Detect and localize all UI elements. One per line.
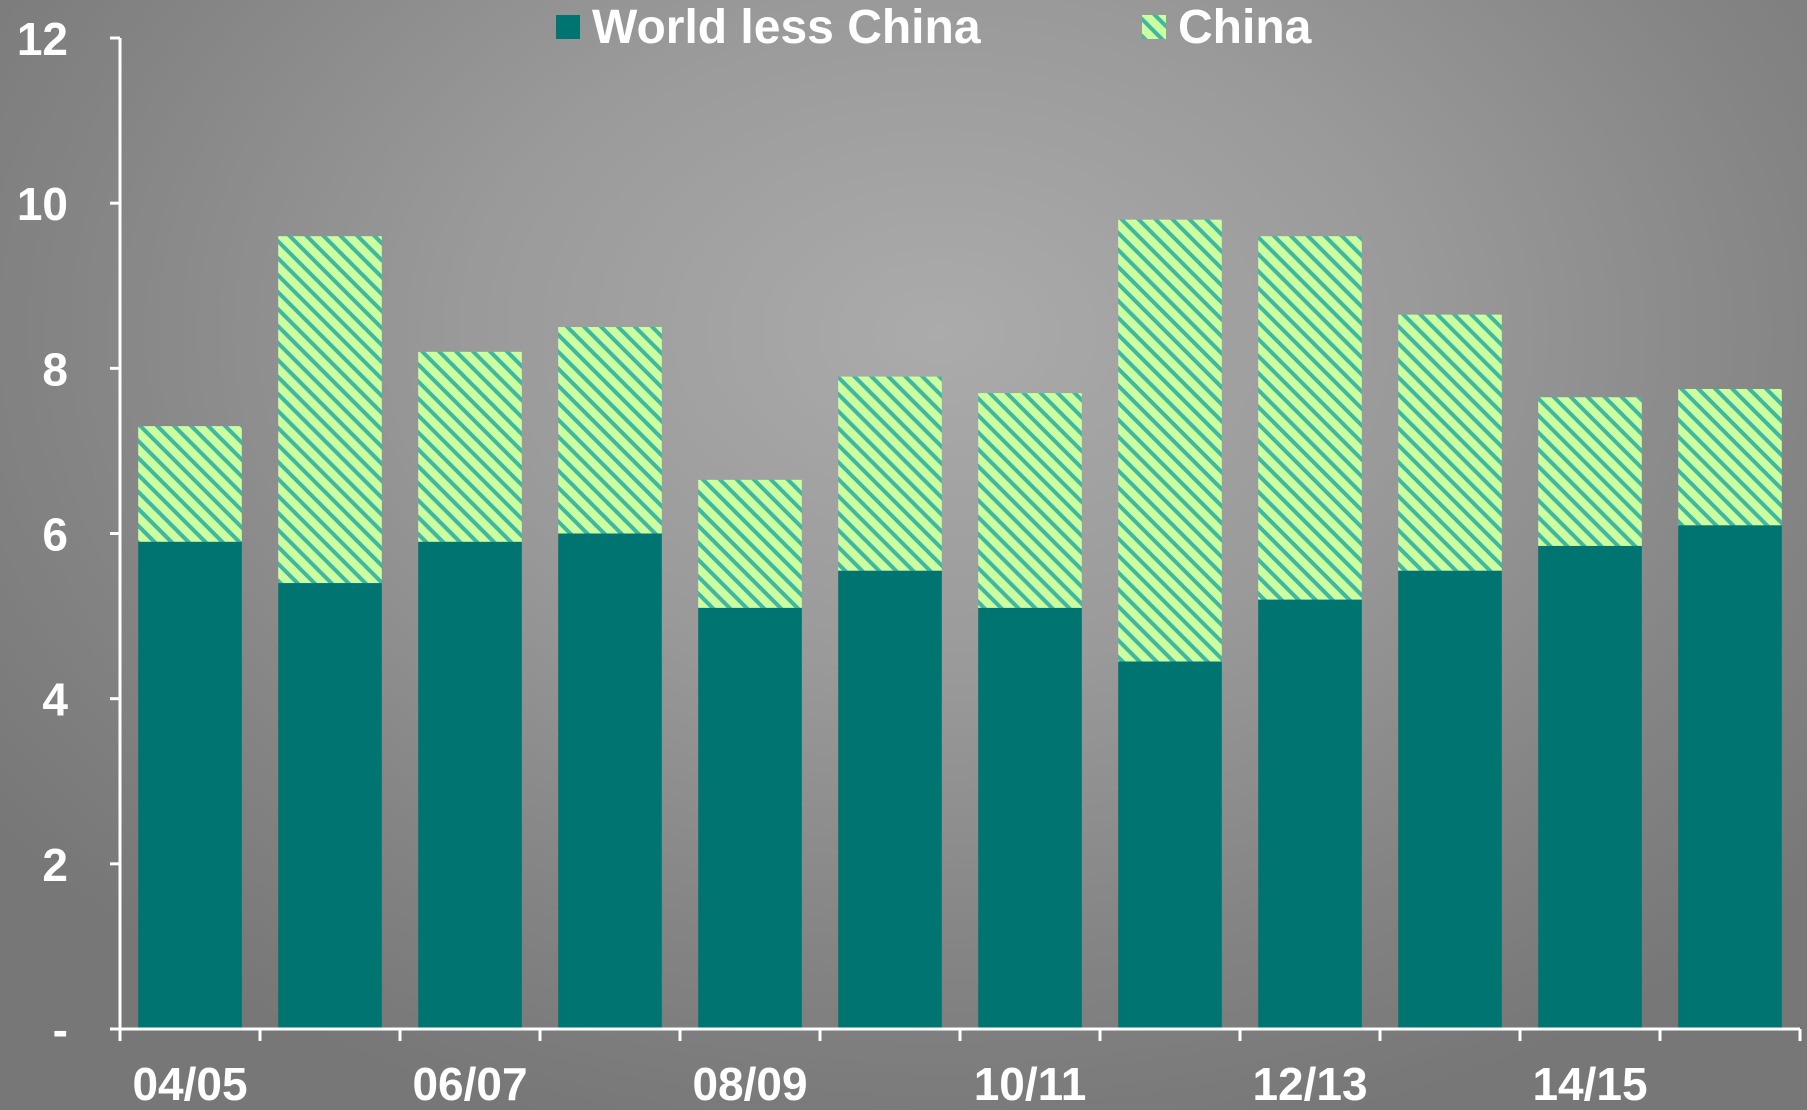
bar-world-less-china-12-13	[1258, 599, 1362, 1029]
bar-china-11-12	[1118, 219, 1222, 662]
bar-china-13-14	[1398, 314, 1502, 571]
legend-swatch-china	[1142, 15, 1166, 39]
bar-china-06-07	[418, 351, 522, 542]
bar-china-10-11	[978, 393, 1082, 608]
bar-china-05-06	[278, 236, 382, 584]
bar-china-14-15	[1538, 397, 1642, 546]
bar-world-less-china-07-08	[558, 533, 662, 1029]
bar-china-07-08	[558, 327, 662, 534]
bar-world-less-china-06-07	[418, 541, 522, 1029]
bar-china-12-13	[1258, 236, 1362, 600]
labels-layer: - 2 4 6 8 10 12 04/05 06/07 08/09 10/11 12/13 14/15	[17, 13, 1648, 1110]
x-tick-label: 14/15	[1532, 1058, 1647, 1110]
x-tick-label: 04/05	[132, 1058, 247, 1110]
y-tick-label: 12	[17, 13, 68, 65]
legend: World less China China	[556, 1, 1312, 54]
bar-world-less-china-08-09	[698, 607, 802, 1029]
y-tick-label: 6	[42, 509, 68, 561]
bar-world-less-china-13-14	[1398, 570, 1502, 1029]
bars-layer	[138, 219, 1782, 1029]
bar-world-less-china-11-12	[1118, 661, 1222, 1029]
bar-world-less-china-14-15	[1538, 545, 1642, 1029]
bar-world-less-china-09-10	[838, 570, 942, 1029]
x-tick-label: 08/09	[692, 1058, 807, 1110]
y-tick-label: 2	[42, 839, 68, 891]
bar-world-less-china-05-06	[278, 583, 382, 1029]
bar-world-less-china-10-11	[978, 607, 1082, 1029]
legend-label-china: China	[1178, 1, 1312, 54]
bar-china-04-05	[138, 426, 242, 542]
bar-china-08-09	[698, 479, 802, 608]
axes-layer	[110, 36, 1802, 1041]
y-tick-label: 4	[42, 674, 68, 726]
bar-world-less-china-04-05	[138, 541, 242, 1029]
x-tick-label: 12/13	[1252, 1058, 1367, 1110]
legend-label-world-less-china: World less China	[592, 1, 981, 54]
bar-world-less-china-15-16	[1678, 525, 1782, 1029]
x-tick-label: 06/07	[412, 1058, 527, 1110]
legend-swatch-world-less-china	[556, 15, 580, 39]
x-tick-label: 10/11	[974, 1058, 1087, 1110]
y-tick-label: -	[53, 1004, 68, 1056]
bar-china-09-10	[838, 376, 942, 571]
y-tick-label: 10	[17, 178, 68, 230]
y-tick-label: 8	[42, 343, 68, 395]
bar-china-15-16	[1678, 388, 1782, 526]
